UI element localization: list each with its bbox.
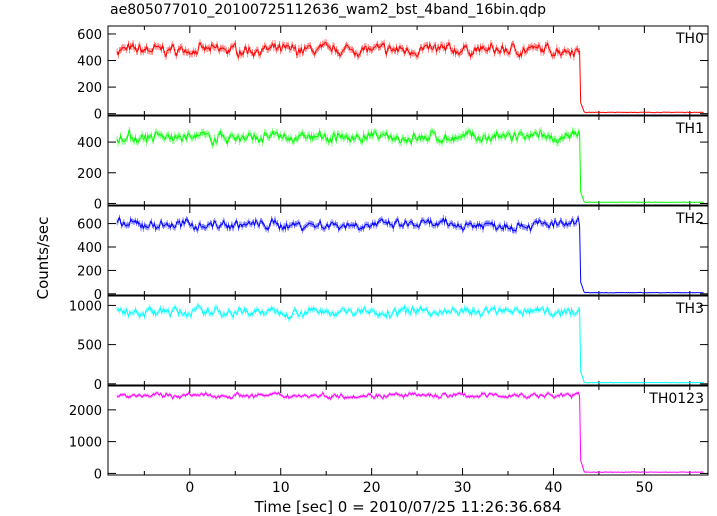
y-tick-label: 200 [77, 81, 102, 96]
y-tick-label: 1000 [69, 299, 102, 314]
y-tick-label: 1000 [69, 436, 102, 451]
y-tick-label: 600 [77, 28, 102, 43]
series-error-bars-th2 [116, 214, 580, 235]
panel-label-th0123: TH0123 [648, 391, 704, 407]
y-tick-label: 0 [94, 378, 102, 393]
chart-title: ae805077010_20100725112636_wam2_bst_4ban… [110, 2, 547, 18]
y-axis-label: Counts/sec [34, 217, 52, 300]
panel-label-th0: TH0 [675, 31, 704, 47]
y-tick-label: 400 [77, 136, 102, 151]
x-tick-label: 50 [635, 480, 653, 496]
panel-frame-th0 [107, 25, 709, 116]
y-tick-label: 0 [94, 467, 102, 482]
panel-frame-th1 [107, 115, 709, 206]
panel-frame-th3 [107, 295, 709, 386]
y-tick-label: 0 [94, 197, 102, 212]
panel-label-th3: TH3 [675, 301, 704, 317]
x-tick-label: 40 [545, 480, 563, 496]
y-tick-label: 0 [94, 288, 102, 303]
y-tick-label: 400 [77, 55, 102, 70]
x-tick-label: 10 [272, 480, 290, 496]
series-error-bars-th0123 [116, 390, 580, 401]
x-tick-label: 0 [185, 480, 194, 496]
series-error-bars-th0 [116, 39, 580, 61]
x-axis-label: Time [sec] 0 = 2010/07/25 11:26:36.684 [254, 498, 562, 516]
series-error-bars-th3 [116, 302, 580, 322]
x-tick-label: 20 [363, 480, 381, 496]
series-error-bars-th1 [116, 127, 580, 149]
panel-label-th1: TH1 [675, 121, 704, 137]
y-tick-label: 200 [77, 167, 102, 182]
y-tick-label: 600 [77, 218, 102, 233]
y-tick-label: 500 [77, 339, 102, 354]
x-tick-label: 30 [454, 480, 472, 496]
panel-label-th2: TH2 [675, 211, 704, 227]
series-line-th2 [116, 216, 704, 294]
y-tick-label: 2000 [69, 404, 102, 419]
y-tick-label: 0 [94, 108, 102, 123]
y-tick-label: 200 [77, 264, 102, 279]
panel-frame-th2 [107, 205, 709, 296]
series-line-th0123 [117, 391, 704, 473]
panel-frame-th0123 [107, 385, 709, 476]
y-tick-label: 400 [77, 241, 102, 256]
